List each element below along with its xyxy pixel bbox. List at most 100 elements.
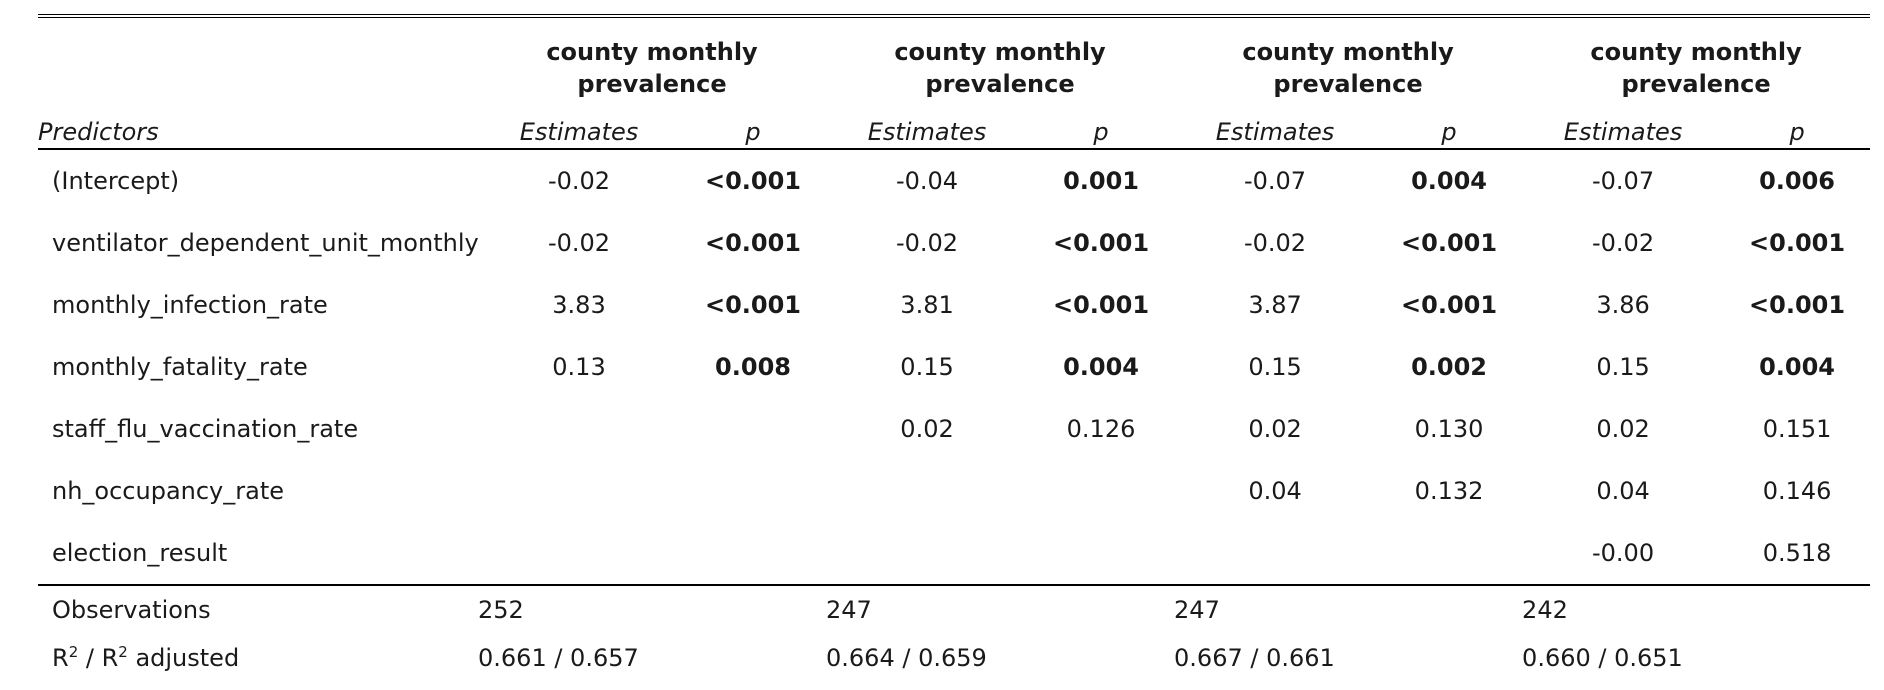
estimate-cell <box>478 398 680 460</box>
estimate-cell: 0.04 <box>1248 477 1302 505</box>
estimate-cell: 3.81 <box>900 291 954 319</box>
p-value-cell: 0.008 <box>715 353 791 381</box>
estimates-header-3: Estimates <box>1174 100 1377 150</box>
predictor-label: nh_occupancy_rate <box>52 477 285 505</box>
r-squared-value-4: 0.660 / 0.651 <box>1522 644 1683 672</box>
predictor-label: election_result <box>38 522 478 586</box>
estimate-cell: -0.07 <box>1243 167 1307 195</box>
p-value-cell: 0.002 <box>1411 353 1487 381</box>
estimate-cell: 3.87 <box>1248 291 1302 319</box>
estimate-cell: -0.02 <box>895 229 959 257</box>
predictor-label: (Intercept) <box>52 167 180 195</box>
predictor-label: staff_flu_vaccination_rate <box>52 415 359 443</box>
observations-label: Observations <box>52 596 211 624</box>
estimate-cell: 0.02 <box>900 415 954 443</box>
estimates-header-1: Estimates <box>478 100 680 150</box>
estimate-cell: -0.02 <box>547 229 611 257</box>
estimate-cell: 0.15 <box>1248 353 1302 381</box>
model-title-row: county monthly prevalence county monthly… <box>38 16 1870 100</box>
p-value-cell <box>680 460 826 522</box>
r-base: R <box>52 644 69 672</box>
p-value-cell <box>1376 522 1523 586</box>
estimate-cell: 0.04 <box>1596 477 1650 505</box>
p-header-2: p <box>1028 100 1175 150</box>
estimate-cell <box>478 460 680 522</box>
p-value-cell: <0.001 <box>704 291 802 319</box>
r-sep: / <box>78 644 102 672</box>
estimate-cell <box>1174 522 1377 586</box>
p-value-cell: 0.126 <box>1066 415 1136 443</box>
estimate-cell: -0.04 <box>895 167 959 195</box>
p-value-cell: 0.004 <box>1759 353 1836 381</box>
p-value-cell: <0.001 <box>1401 291 1498 319</box>
p-value-cell: <0.001 <box>704 229 802 257</box>
estimate-cell: 0.15 <box>900 353 954 381</box>
p-value-cell: <0.001 <box>1749 291 1846 319</box>
estimate-cell: -0.00 <box>1522 522 1725 586</box>
estimate-cell: 0.02 <box>1248 415 1302 443</box>
r-squared-row: R2 / R2 adjusted 0.661 / 0.657 0.664 / 0… <box>38 634 1870 682</box>
model-title-3: county monthly prevalence <box>1242 38 1454 98</box>
regression-table: county monthly prevalence county monthly… <box>38 14 1871 682</box>
r-suffix: adjusted <box>127 644 240 672</box>
estimate-cell <box>826 460 1028 522</box>
p-value-cell: 0.004 <box>1411 167 1487 195</box>
p-value-cell: <0.001 <box>1053 229 1150 257</box>
p-value-cell: 0.001 <box>1063 167 1139 195</box>
p-value-cell: 0.006 <box>1759 167 1836 195</box>
estimate-cell: -0.02 <box>1591 229 1655 257</box>
p-value-cell <box>1028 522 1175 586</box>
r-squared-value-2: 0.664 / 0.659 <box>826 644 987 672</box>
table-row: election_result -0.00 0.518 <box>38 522 1871 586</box>
p-value-cell: 0.130 <box>1414 415 1484 443</box>
p-value-cell: <0.001 <box>1749 229 1846 257</box>
r-squared-label: R2 / R2 adjusted <box>38 634 478 682</box>
observations-row: Observations 252 247 247 242 <box>38 585 1870 634</box>
table-row: monthly_fatality_rate 0.13 0.008 0.15 0.… <box>38 336 1870 398</box>
model-title-spacer <box>38 16 478 100</box>
p-value-cell: 0.151 <box>1762 415 1832 443</box>
p-value-cell: <0.001 <box>1401 229 1498 257</box>
r-sup: 2 <box>68 643 79 661</box>
p-value-cell: 0.518 <box>1724 522 1871 586</box>
estimate-cell: 3.83 <box>552 291 606 319</box>
r-squared-value-1: 0.661 / 0.657 <box>478 644 639 672</box>
observations-value-3: 247 <box>1174 596 1220 624</box>
table-row: monthly_infection_rate 3.83 <0.001 3.81 … <box>38 274 1870 336</box>
estimates-header-4: Estimates <box>1522 100 1725 150</box>
estimate-cell: -0.07 <box>1591 167 1655 195</box>
observations-value-1: 252 <box>478 596 524 624</box>
r-squared-value-3: 0.667 / 0.661 <box>1174 644 1335 672</box>
predictor-label: monthly_infection_rate <box>52 291 328 319</box>
table-row: nh_occupancy_rate 0.04 0.132 0.04 0.146 <box>38 460 1870 522</box>
estimate-cell: 0.02 <box>1596 415 1650 443</box>
r-base-adjusted: R <box>101 644 119 672</box>
p-value-cell <box>680 398 826 460</box>
estimate-cell <box>478 522 680 586</box>
estimate-cell: 3.86 <box>1596 291 1650 319</box>
predictor-label: monthly_fatality_rate <box>52 353 308 381</box>
predictors-header: Predictors <box>38 100 478 150</box>
model-title-1: county monthly prevalence <box>546 38 758 98</box>
estimate-cell: -0.02 <box>547 167 611 195</box>
p-value-cell <box>680 522 827 586</box>
p-header-1: p <box>680 100 827 150</box>
table-row: staff_flu_vaccination_rate 0.02 0.126 0.… <box>38 398 1870 460</box>
table-row: ventilator_dependent_unit_monthly -0.02 … <box>38 212 1870 274</box>
estimate-cell: 0.13 <box>552 353 606 381</box>
p-value-cell: 0.146 <box>1762 477 1832 505</box>
column-header-row: Predictors Estimates p Estimates p Estim… <box>38 100 1871 150</box>
model-title-2: county monthly prevalence <box>894 38 1106 98</box>
p-value-cell: 0.132 <box>1414 477 1484 505</box>
estimates-header-2: Estimates <box>826 100 1029 150</box>
predictor-label: ventilator_dependent_unit_monthly <box>52 229 479 257</box>
estimate-cell: -0.02 <box>1243 229 1307 257</box>
p-header-4: p <box>1724 100 1871 150</box>
model-title-4: county monthly prevalence <box>1590 38 1802 98</box>
p-value-cell: 0.004 <box>1063 353 1139 381</box>
p-value-cell: <0.001 <box>704 167 802 195</box>
r-sup-adjusted: 2 <box>118 643 128 661</box>
observations-value-4: 242 <box>1522 596 1568 624</box>
observations-value-2: 247 <box>826 596 872 624</box>
